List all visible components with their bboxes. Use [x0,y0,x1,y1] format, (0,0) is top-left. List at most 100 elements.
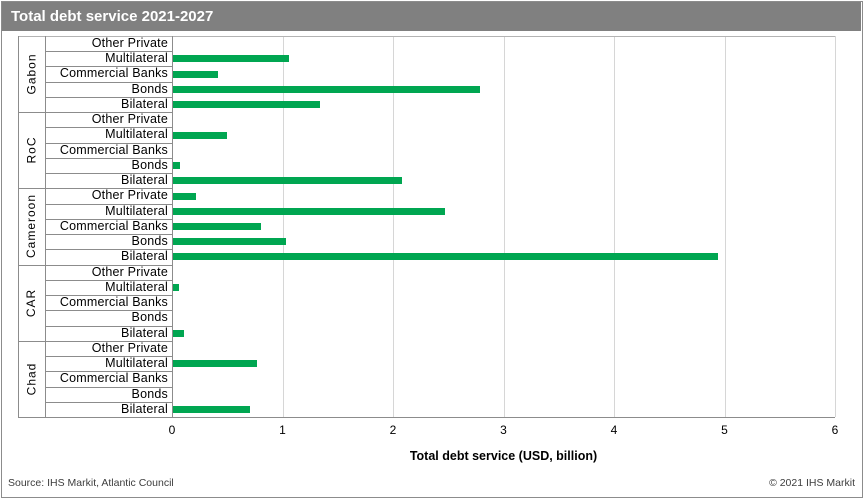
row-separator [45,325,172,327]
gridline-2 [393,36,394,417]
country-label-cameroon: Cameroon [18,188,45,264]
table-top-border [18,36,835,37]
gridline-6 [835,36,836,417]
country-label-text: Cameroon [24,194,39,259]
x-axis-title: Total debt service (USD, billion) [409,449,598,463]
row-label-roc-other-private: Other Private [91,112,168,127]
row-separator [45,401,172,403]
row-separator [45,386,172,388]
row-separator [45,218,172,220]
x-tick-2: 2 [389,423,397,437]
row-label-gabon-multilateral: Multilateral [105,51,168,66]
row-label-car-commercial-banks: Commercial Banks [59,295,168,310]
bar-roc-bilateral [173,177,402,185]
bar-cameroon-bonds [173,238,286,246]
country-label-chad: Chad [18,341,45,417]
row-separator [45,157,172,159]
x-tick-6: 6 [831,423,839,437]
row-label-chad-multilateral: Multilateral [105,356,168,371]
row-separator [45,173,172,175]
copyright-note: © 2021 IHS Markit [769,477,855,489]
row-separator [45,66,172,68]
group-separator [18,264,172,266]
bar-cameroon-commercial-banks [173,223,262,230]
row-label-cameroon-bonds: Bonds [131,234,168,249]
bar-car-bilateral [173,329,185,337]
row-separator [45,295,172,297]
country-label-roc: RoC [18,112,45,188]
country-label-gabon: Gabon [18,36,45,112]
row-separator [45,127,172,129]
bar-gabon-multilateral [173,55,290,63]
row-label-chad-bilateral: Bilateral [121,401,168,416]
row-separator [45,356,172,358]
country-label-text: Gabon [24,53,39,95]
row-separator [45,96,172,98]
bar-cameroon-other-private [173,192,197,200]
row-separator [45,371,172,373]
bar-roc-bonds [173,162,180,170]
row-label-cameroon-multilateral: Multilateral [105,203,168,218]
x-axis-line [18,417,835,418]
gridline-1 [282,36,284,417]
bar-roc-multilateral [173,131,228,139]
row-separator [45,279,172,281]
group-separator [18,340,172,342]
label-column-left-border [45,36,46,417]
group-separator [18,188,172,190]
chart-title-bar: Total debt service 2021-2027 [2,2,861,31]
row-label-cameroon-commercial-banks: Commercial Banks [59,218,168,233]
row-separator [45,142,172,144]
x-tick-1: 1 [279,423,286,437]
gridline-4 [614,36,615,417]
x-tick-3: 3 [500,423,507,437]
chart-title: Total debt service 2021-2027 [11,8,214,25]
row-label-roc-commercial-banks: Commercial Banks [59,142,168,157]
bar-chad-multilateral [173,360,257,368]
bar-chad-bilateral [173,405,251,413]
row-separator [45,249,172,251]
row-label-chad-bonds: Bonds [131,386,168,401]
row-label-chad-commercial-banks: Commercial Banks [59,371,168,386]
bar-cameroon-bilateral [173,253,718,261]
row-label-car-bilateral: Bilateral [121,325,168,340]
country-column-left-border [18,36,19,417]
group-separator [18,112,172,114]
bar-gabon-bilateral [173,101,320,109]
category-axis-line [172,36,173,417]
row-label-gabon-bonds: Bonds [131,81,168,96]
country-label-text: RoC [24,136,39,164]
country-label-text: Chad [24,362,39,396]
row-label-gabon-commercial-banks: Commercial Banks [59,66,168,81]
x-tick-0: 0 [168,423,176,437]
country-label-text: CAR [24,288,39,317]
x-tick-5: 5 [721,423,728,437]
row-label-roc-bonds: Bonds [131,157,168,172]
row-label-cameroon-bilateral: Bilateral [121,249,168,264]
row-label-roc-bilateral: Bilateral [121,173,168,188]
row-separator [45,310,172,312]
bar-gabon-bonds [173,85,481,93]
bar-cameroon-multilateral [173,207,445,215]
country-label-car: CAR [18,265,45,341]
row-label-car-other-private: Other Private [91,264,168,279]
row-separator [45,51,172,53]
source-note: Source: IHS Markit, Atlantic Council [8,477,174,489]
row-label-chad-other-private: Other Private [91,340,168,355]
row-separator [45,203,172,205]
gridline-5 [724,36,726,417]
row-separator [45,234,172,236]
bar-car-multilateral [173,283,179,291]
row-separator [45,81,172,83]
x-tick-4: 4 [610,423,618,437]
gridline-3 [503,36,505,417]
row-label-gabon-bilateral: Bilateral [121,96,168,111]
row-label-roc-multilateral: Multilateral [105,127,168,142]
row-label-gabon-other-private: Other Private [91,36,168,50]
row-label-car-bonds: Bonds [131,310,168,325]
row-label-car-multilateral: Multilateral [105,279,168,294]
bar-gabon-commercial-banks [173,70,219,78]
